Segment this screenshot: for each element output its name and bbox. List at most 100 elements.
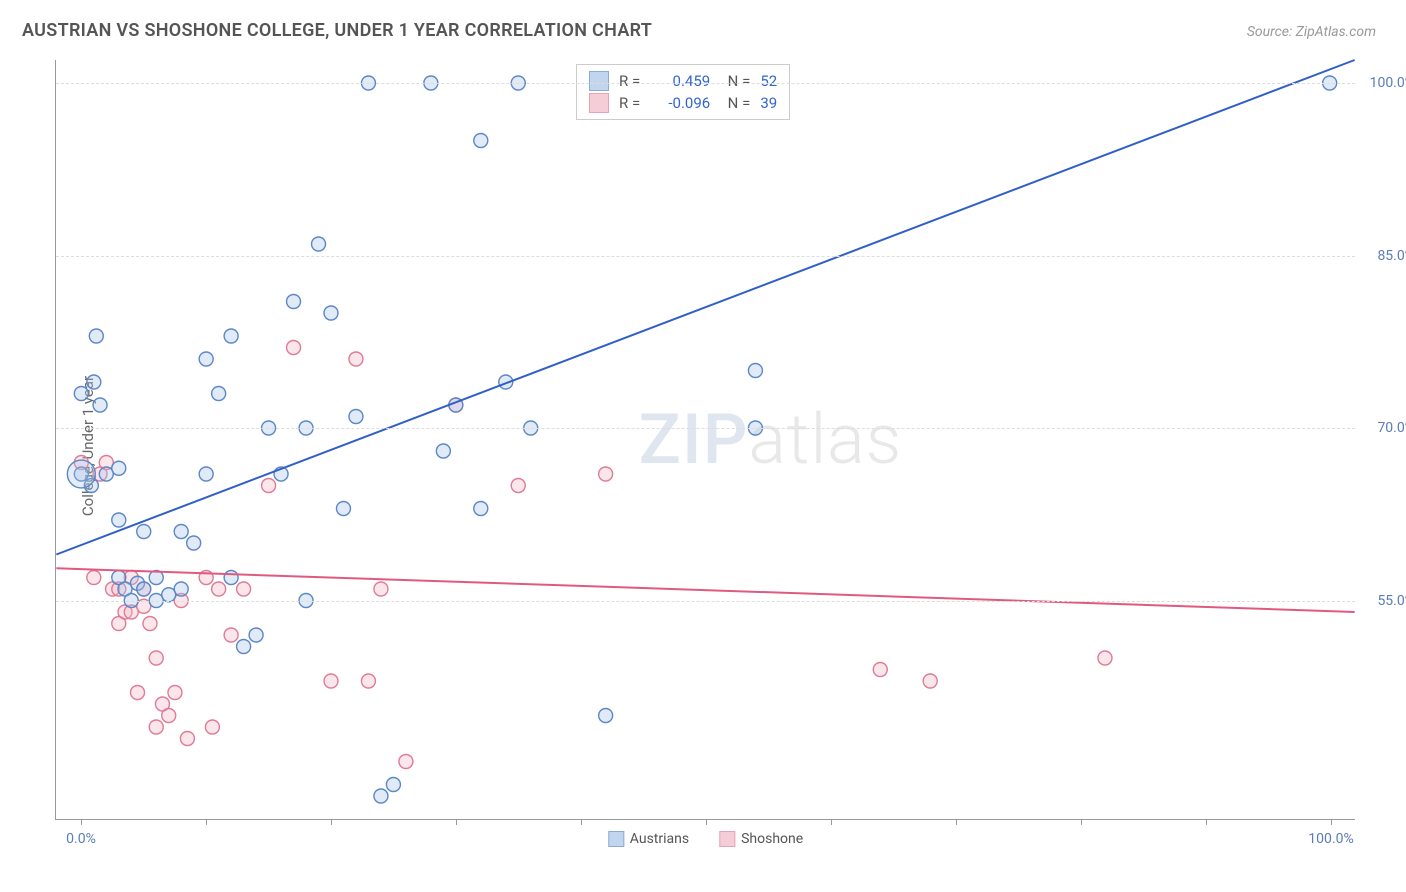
scatter-point [74,387,88,401]
x-tick [206,819,207,825]
scatter-point [399,755,413,769]
legend-swatch [608,831,624,847]
x-tick [331,819,332,825]
gridline [56,428,1355,429]
x-tick [1331,819,1332,825]
x-axis-label: 0.0% [66,831,96,847]
legend-r-label: R = [619,72,640,90]
legend-row: R = -0.096 N = 39 [589,93,777,113]
legend-n-value: 39 [760,94,777,112]
scatter-point [131,686,145,700]
scatter-point [137,525,151,539]
scatter-point [748,364,762,378]
chart-container: AUSTRIAN VS SHOSHONE COLLEGE, UNDER 1 YE… [0,0,1406,892]
series-legend-item: Austrians [608,831,689,847]
scatter-point [474,134,488,148]
scatter-point [324,306,338,320]
scatter-point [149,720,163,734]
scatter-point [224,329,238,343]
scatter-point [386,778,400,792]
legend-swatch [719,831,735,847]
x-tick [831,819,832,825]
x-tick [581,819,582,825]
scatter-point [374,789,388,803]
scatter-point [436,444,450,458]
series-legend-label: Shoshone [741,831,803,847]
scatter-point [349,410,363,424]
scatter-point [923,674,937,688]
scatter-point [237,582,251,596]
series-legend: Austrians Shoshone [608,831,803,847]
gridline [56,256,1355,257]
scatter-point [162,709,176,723]
legend-r-label: R = [619,94,640,112]
scatter-point [112,461,126,475]
scatter-point [873,663,887,677]
legend-r-value: -0.096 [650,94,710,112]
legend-n-value: 52 [760,72,777,90]
y-tick-label: 85.0% [1377,248,1406,264]
legend-swatch [589,93,609,113]
x-tick [1081,819,1082,825]
scatter-point [511,479,525,493]
scatter-point [174,582,188,596]
scatter-point [249,628,263,642]
scatter-point [87,571,101,585]
series-legend-label: Austrians [630,831,689,847]
legend-row: R = 0.459 N = 52 [589,71,777,91]
scatter-point [174,525,188,539]
scatter-point [287,341,301,355]
scatter-point [361,674,375,688]
scatter-point [87,375,101,389]
trend-line [56,60,1354,555]
x-tick [706,819,707,825]
series-legend-item: Shoshone [719,831,803,847]
gridline [56,83,1355,84]
chart-title: AUSTRIAN VS SHOSHONE COLLEGE, UNDER 1 YE… [22,20,652,41]
scatter-point [287,295,301,309]
x-tick [456,819,457,825]
legend-n-label: N = [720,72,750,90]
y-tick-label: 100.0% [1370,75,1406,91]
scatter-point [224,571,238,585]
scatter-point [312,237,326,251]
correlation-legend: R = 0.459 N = 52 R = -0.096 N = 39 [576,64,790,120]
scatter-point [349,352,363,366]
scatter-point [374,582,388,596]
x-axis-label: 100.0% [1308,831,1353,847]
scatter-point [474,502,488,516]
y-tick-label: 70.0% [1377,420,1406,436]
scatter-point [262,479,276,493]
scatter-point [137,582,151,596]
legend-swatch [589,71,609,91]
scatter-point [336,502,350,516]
scatter-point [143,617,157,631]
y-tick-label: 55.0% [1377,593,1406,609]
scatter-point [89,329,103,343]
scatter-point [168,686,182,700]
scatter-point [599,709,613,723]
scatter-point [224,628,238,642]
plot-area: ZIPatlas R =0.459 N =52R =-0.096 N =39 A… [55,60,1355,820]
legend-r-value: 0.459 [650,72,710,90]
scatter-point [205,720,219,734]
scatter-point [324,674,338,688]
scatter-point [599,467,613,481]
source-attribution: Source: ZipAtlas.com [1247,24,1376,40]
scatter-point-large [67,460,95,488]
scatter-point [199,352,213,366]
plot-svg [56,60,1355,819]
x-tick [81,819,82,825]
legend-n-label: N = [720,94,750,112]
scatter-point [112,513,126,527]
x-tick [1206,819,1207,825]
gridline [56,601,1355,602]
scatter-point [149,651,163,665]
scatter-point [1098,651,1112,665]
scatter-point [199,467,213,481]
scatter-point [237,640,251,654]
scatter-point [180,732,194,746]
scatter-point [212,387,226,401]
scatter-point [93,398,107,412]
scatter-point [212,582,226,596]
